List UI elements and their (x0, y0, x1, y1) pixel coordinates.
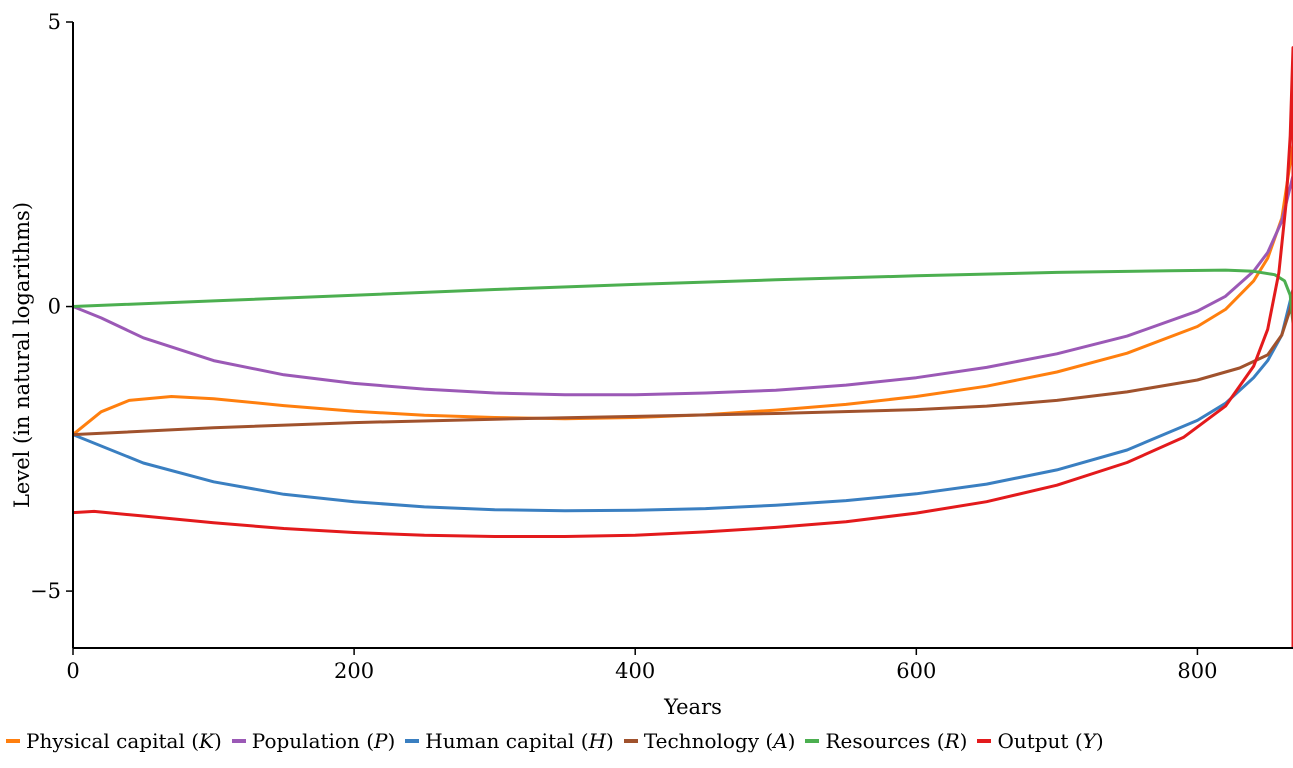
x-tick-label: 400 (615, 659, 655, 683)
x-axis-title: Years (663, 695, 722, 719)
series-line-technology (72, 289, 1293, 437)
legend-label: Resources (R) (825, 729, 968, 753)
legend-label: Physical capital (K) (26, 729, 222, 753)
legend-swatch (231, 739, 246, 743)
legend-swatch (405, 739, 420, 743)
legend-swatch (977, 739, 992, 743)
legend-item: Output (Y) (977, 729, 1104, 753)
legend-item: Population (P) (231, 729, 396, 753)
x-tick-label: 600 (896, 659, 936, 683)
ticks: 0 200 400 600 800 −5 0 5 (30, 10, 1217, 683)
y-tick-label: 5 (48, 10, 61, 34)
legend-symbol: K (199, 729, 214, 753)
series-line-population (72, 175, 1293, 397)
legend-label: Output (Y) (997, 729, 1104, 753)
y-tick-label: −5 (30, 579, 61, 603)
legend-symbol: R (944, 729, 960, 753)
legend-swatch (6, 739, 20, 743)
legend-swatch (805, 739, 820, 743)
legend-symbol: H (588, 729, 607, 753)
legend-symbol: Y (1082, 729, 1096, 753)
series-line-human-capital (72, 289, 1293, 513)
plot-area (72, 46, 1293, 648)
series-line-physical-capital (72, 144, 1293, 436)
legend-item: Human capital (H) (405, 729, 614, 753)
x-tick-label: 0 (66, 659, 79, 683)
y-tick-label: 0 (48, 295, 61, 319)
legend: Physical capital (K) Population (P) Human … (6, 724, 1293, 758)
line-chart: 0 200 400 600 800 −5 0 5 Years Level (in natura… (10, 10, 1293, 719)
legend-symbol: P (374, 729, 388, 753)
series-line-output (72, 46, 1293, 648)
series-line-resources (72, 268, 1293, 324)
legend-label: Population (P) (251, 729, 396, 753)
legend-label: Human capital (H) (425, 729, 614, 753)
legend-label: Technology (A) (643, 729, 796, 753)
legend-item: Technology (A) (623, 729, 796, 753)
legend-symbol: A (773, 729, 788, 753)
legend-item: Resources (R) (805, 729, 967, 753)
legend-swatch (623, 739, 638, 743)
x-tick-label: 800 (1177, 659, 1217, 683)
legend-item: Physical capital (K) (6, 729, 222, 753)
axes (72, 22, 1293, 649)
x-tick-label: 200 (334, 659, 374, 683)
y-axis-title: Level (in natural logarithms) (10, 202, 34, 508)
